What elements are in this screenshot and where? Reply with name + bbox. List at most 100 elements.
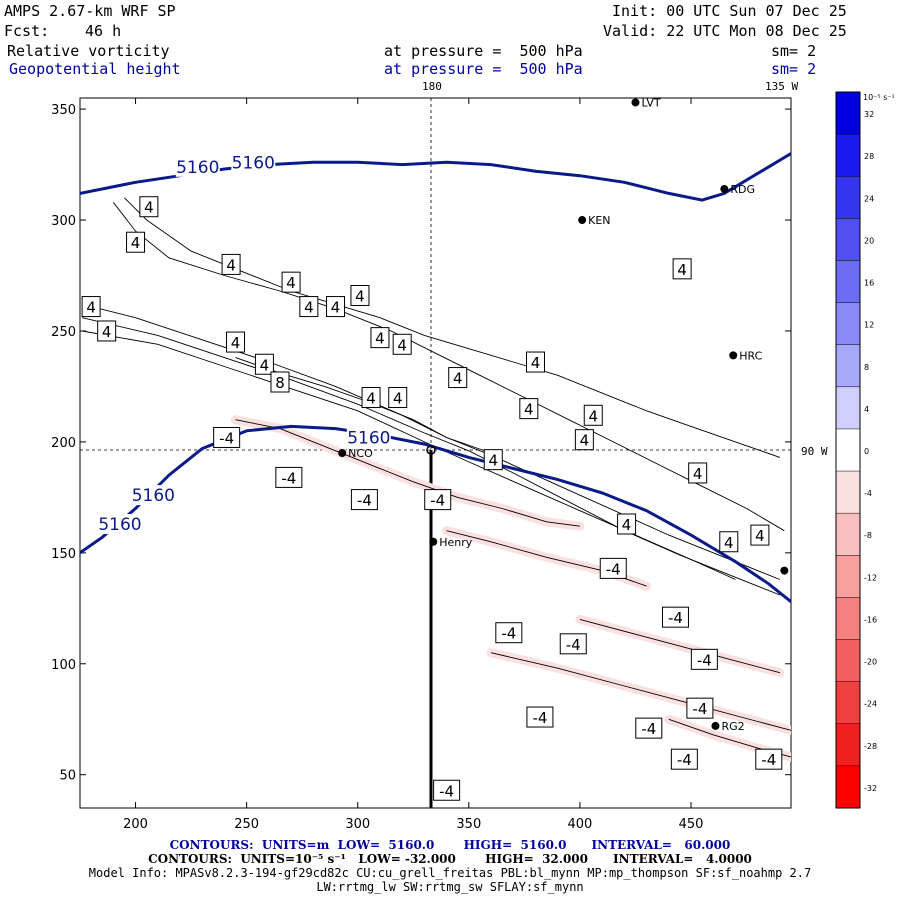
vorticity-label: -4 <box>357 492 372 510</box>
vorticity-label-box <box>433 779 461 801</box>
colorbar-tick-label: -28 <box>864 742 877 751</box>
vorticity-label: 4 <box>693 465 703 483</box>
vorticity-label: 4 <box>622 516 632 534</box>
vorticity-label-box <box>81 296 101 318</box>
y-tick-label: 100 <box>51 658 76 673</box>
vorticity-label-box <box>388 387 408 409</box>
station-label: LVT <box>641 96 660 109</box>
colorbar-segment <box>836 386 860 430</box>
model-title: AMPS 2.67-km WRF SP <box>4 2 176 20</box>
height-label-bg <box>346 427 391 448</box>
station-marker <box>338 449 347 457</box>
vorticity-label: -4 <box>641 720 656 738</box>
vorticity-label: -4 <box>532 709 547 727</box>
vorticity-label-box <box>483 449 503 471</box>
vorticity-label: 4 <box>86 299 96 317</box>
vorticity-label: 4 <box>375 330 385 348</box>
vorticity-label: 4 <box>677 261 687 279</box>
vorticity-label: 4 <box>588 407 598 425</box>
colorbar-tick-label: -4 <box>864 489 872 498</box>
vorticity-label-box <box>275 466 303 488</box>
colorbar-tick-label: 8 <box>864 363 869 372</box>
x-tick-label: 250 <box>234 817 259 832</box>
vorticity-label: -4 <box>566 636 581 654</box>
colorbar-tick-label: 28 <box>864 152 874 161</box>
vorticity-label-box <box>661 606 689 628</box>
y-tick-label: 300 <box>51 214 76 229</box>
plot-area: 200 250 300 350 400 450 50 100 150 200 250 300 350 51… <box>51 96 792 832</box>
station-marker <box>780 566 789 575</box>
y-tick-label: 50 <box>59 769 76 784</box>
vorticity-label: -4 <box>697 651 712 669</box>
vorticity-label: 4 <box>724 534 734 552</box>
vorticity-label: 4 <box>355 287 365 305</box>
vorticity-label-box <box>226 331 246 353</box>
vorticity-label-box <box>448 367 468 389</box>
station-label: RDG <box>730 183 755 196</box>
colorbar-tick-label: -32 <box>864 784 877 793</box>
colorbar-tick-label: 0 <box>864 447 869 456</box>
colorbar-tick-label: -16 <box>864 615 877 624</box>
height-label-bg <box>175 156 220 177</box>
lon-label-90w: 90 W <box>801 445 828 458</box>
vorticity-label-box <box>574 429 594 451</box>
vorticity-label-box <box>688 462 708 484</box>
plot-frame <box>79 97 792 809</box>
height-label-bg <box>231 152 276 173</box>
vorticity-label: -4 <box>677 751 692 769</box>
colorbar-segment <box>836 260 860 304</box>
pole-marker <box>426 445 436 455</box>
vorticity-label-box <box>559 633 587 655</box>
x-tick-label: 450 <box>679 817 704 832</box>
vorticity-label: 4 <box>131 234 141 252</box>
colorbar-tick-label: 20 <box>864 236 874 245</box>
field2-name: Geopotential height <box>9 60 181 78</box>
vorticity-label-box <box>672 258 692 280</box>
vorticity-label: 4 <box>286 274 296 292</box>
valid-time: Valid: 22 UTC Mon 08 Dec 25 <box>603 22 847 40</box>
vorticity-label-box <box>254 353 274 375</box>
y-tick-label: 150 <box>51 547 76 562</box>
vorticity-label: 4 <box>488 452 498 470</box>
vorticity-contour-negative <box>235 419 580 527</box>
vorticity-contour-negative <box>579 618 781 674</box>
vorticity-label: 4 <box>393 390 403 408</box>
colorbar-tick-label: 12 <box>864 321 874 330</box>
field2-smoothing: sm= 2 <box>771 60 817 78</box>
colorbar-segment <box>836 471 860 514</box>
x-tick-label: 400 <box>568 817 593 832</box>
vorticity-label-box <box>350 489 378 511</box>
colorbar-tick-label: 24 <box>864 194 874 203</box>
vorticity-label-box <box>690 648 718 670</box>
vorticity-label: 4 <box>144 199 154 217</box>
height-label-bg <box>131 485 176 506</box>
vorticity-label-box <box>326 296 346 318</box>
vorticity-contour-negative <box>490 652 791 731</box>
x-tick-label: 350 <box>456 817 481 832</box>
colorbar-segment <box>836 134 860 177</box>
colorbar-segment <box>836 639 860 683</box>
station-label: HRC <box>739 349 762 362</box>
vorticity-label: 4 <box>102 323 112 341</box>
vorticity-label: 4 <box>453 370 463 388</box>
y-tick-label: 250 <box>51 325 76 340</box>
colorbar-segment <box>836 681 860 725</box>
vorticity-label: -4 <box>668 609 683 627</box>
station-marker <box>720 184 729 193</box>
height-contour-label: 5160 <box>98 515 141 535</box>
vorticity-label-box <box>299 296 319 318</box>
vorticity-label-box <box>126 231 146 253</box>
colorbar-segment <box>836 302 860 346</box>
station-label: KEN <box>588 214 610 227</box>
footer-radiation-info: LW:rrtmg_lw SW:rrtmg_sw SFLAY:sf_mynn <box>316 880 584 894</box>
vorticity-label: 4 <box>524 401 534 419</box>
station-marker <box>631 98 640 107</box>
y-tick-label: 200 <box>51 436 76 451</box>
station-label: NCO <box>348 447 373 460</box>
colorbar-segment <box>836 176 860 219</box>
height-contour-label: 5160 <box>176 158 219 178</box>
colorbar-tick-label: 4 <box>864 405 869 414</box>
footer-vorticity-contours: CONTOURS: UNITS=10⁻⁵ s⁻¹ LOW= -32.000 HI… <box>148 852 752 866</box>
vorticity-contour-positive <box>82 330 736 580</box>
